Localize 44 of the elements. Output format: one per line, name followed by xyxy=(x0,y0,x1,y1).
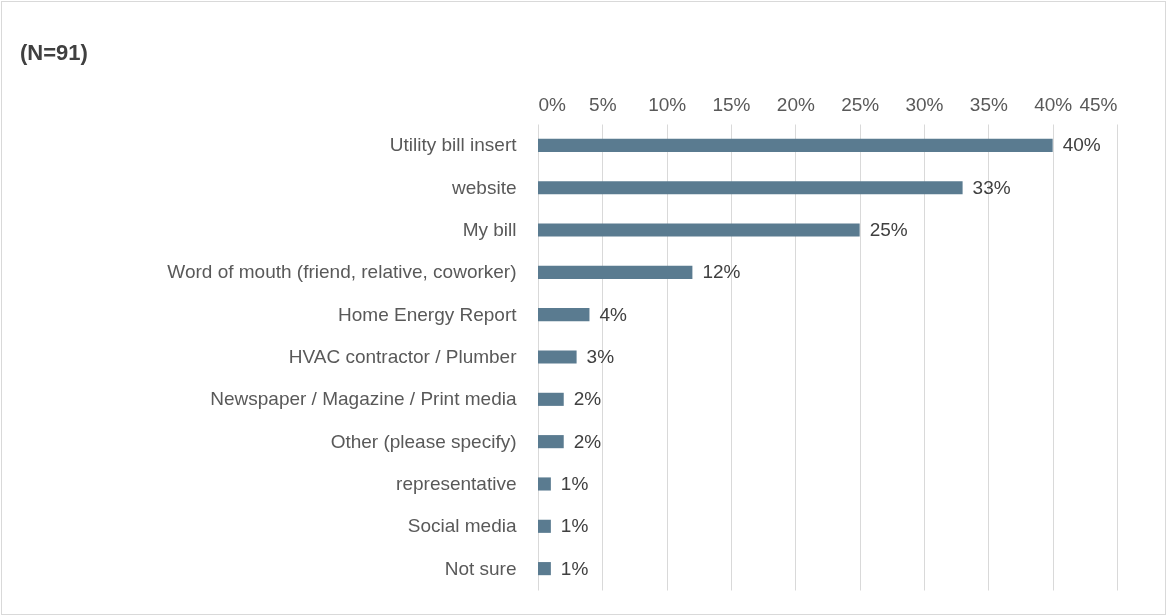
y-tick-label: Utility bill insert xyxy=(389,134,518,156)
y-tick-label: Social media xyxy=(407,515,517,537)
data-label: 33% xyxy=(972,176,1011,198)
data-label: 2% xyxy=(573,388,602,410)
y-tick-label: Word of mouth (friend, relative, coworker) xyxy=(167,261,517,283)
text: (N=91) xyxy=(20,40,88,65)
bar xyxy=(538,308,590,322)
x-tick-label: 35% xyxy=(969,93,1008,115)
bar xyxy=(538,519,551,533)
bar xyxy=(538,562,551,576)
x-tick-label: 30% xyxy=(905,93,944,115)
y-tick-label: Not sure xyxy=(444,557,517,579)
data-label: 12% xyxy=(702,261,741,283)
y-tick-label: Other (please specify) xyxy=(330,430,517,452)
y-tick-label: My bill xyxy=(462,219,517,241)
data-label: 25% xyxy=(869,219,908,241)
x-tick-label: 5% xyxy=(589,93,617,115)
bar xyxy=(538,223,860,237)
bar xyxy=(538,350,577,364)
y-tick-label: HVAC contractor / Plumber xyxy=(288,346,518,367)
x-tick-label: 25% xyxy=(841,93,880,115)
bar xyxy=(538,435,564,449)
x-tick-label: 10% xyxy=(648,93,687,115)
y-tick-label: Home Energy Report xyxy=(338,303,518,325)
data-label: 1% xyxy=(560,472,589,494)
data-label: 1% xyxy=(560,515,589,537)
data-label: 1% xyxy=(560,557,589,579)
data-label: 4% xyxy=(599,303,628,325)
y-tick-label: website xyxy=(451,176,517,198)
bar xyxy=(538,392,564,406)
x-tick-label: 40% xyxy=(1034,93,1073,115)
y-tick-label: representative xyxy=(396,472,517,494)
data-label: 2% xyxy=(573,430,602,452)
bar xyxy=(538,138,1053,152)
x-tick-label: 15% xyxy=(712,93,751,115)
x-tick-label: 45% xyxy=(1079,93,1118,115)
bar xyxy=(538,265,693,279)
data-label: 3% xyxy=(586,346,615,367)
bar xyxy=(538,477,551,491)
x-tick-label: 20% xyxy=(776,93,815,115)
bar xyxy=(538,181,963,195)
y-tick-label: Newspaper / Magazine / Print media xyxy=(210,388,517,410)
x-tick-label: 0% xyxy=(538,93,567,115)
data-label: 40% xyxy=(1062,134,1101,156)
